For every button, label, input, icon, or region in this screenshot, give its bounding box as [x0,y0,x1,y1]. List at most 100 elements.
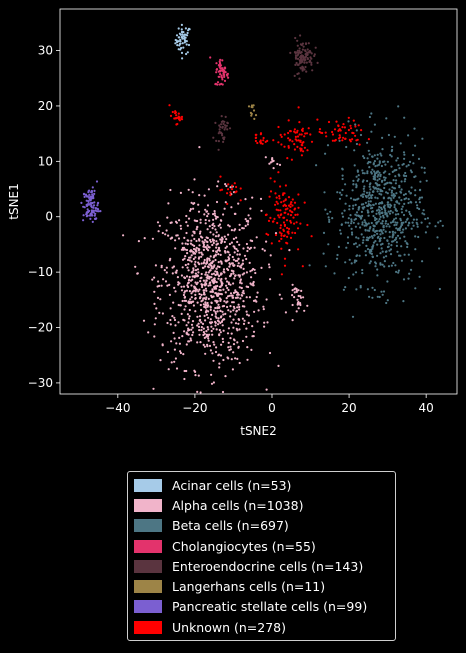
data-point [174,324,177,327]
data-point [299,302,302,305]
data-point [403,174,406,177]
data-point [227,76,230,79]
data-point [266,139,269,142]
data-point [194,260,197,263]
data-point [385,301,388,305]
data-point [212,213,215,216]
data-point [206,335,210,338]
data-point [177,303,180,307]
data-point [342,288,345,291]
data-point [362,187,365,190]
series-6-points [80,180,102,223]
data-point [366,223,369,226]
data-point [184,36,187,39]
data-point [189,209,192,212]
data-point [159,298,162,301]
data-point [382,197,385,200]
data-point [261,142,264,145]
data-point [300,51,303,54]
data-point [227,327,230,330]
data-point [223,79,227,82]
data-point [239,199,242,202]
data-point [200,308,203,312]
data-point [359,284,362,288]
data-point [398,174,401,177]
data-point [212,272,215,275]
data-point [300,133,303,136]
data-point [185,52,188,56]
data-point [188,308,191,312]
data-point [179,224,182,227]
data-point [175,271,178,274]
data-point [303,135,306,138]
data-point [309,133,312,136]
data-point [190,296,193,299]
data-point [406,243,409,246]
data-point [287,137,290,140]
data-point [283,133,286,136]
data-point [412,162,415,165]
data-point [308,264,311,267]
data-point [263,325,266,328]
data-point [307,42,310,45]
data-point [213,212,216,215]
data-point [364,194,367,198]
data-point [273,180,276,183]
data-point [293,201,297,204]
data-point [424,231,427,234]
data-point [207,328,210,331]
data-point [398,196,401,199]
data-point [306,53,309,57]
data-point [372,241,376,244]
data-point [374,178,377,181]
data-point [409,192,412,195]
data-point [410,214,413,217]
data-point [351,189,354,192]
legend-label: Cholangiocytes (n=55) [172,538,316,554]
data-point [229,275,232,278]
data-point [390,194,393,197]
data-point [186,284,189,287]
data-point [380,193,383,196]
data-point [229,194,232,197]
data-point [293,208,296,211]
data-point [398,237,402,240]
data-point [208,225,211,228]
data-point [153,335,156,338]
data-point [395,179,398,182]
data-point [218,223,222,226]
data-point [216,319,219,322]
data-point [386,181,389,184]
data-point [378,213,381,216]
data-point [183,299,186,302]
data-point [347,120,350,123]
data-point [212,381,215,384]
data-point [384,163,387,166]
data-point [218,366,221,369]
data-point [223,207,226,210]
data-point [318,130,321,133]
data-point [274,203,277,206]
data-point [407,134,410,137]
data-point [279,133,282,136]
data-point [265,298,268,301]
data-point [253,310,256,313]
data-point [245,296,248,299]
data-point [203,314,206,317]
data-point [225,301,228,304]
data-point [243,254,247,257]
data-point [247,314,250,317]
data-point [217,317,220,320]
data-point [286,207,289,210]
data-point [291,198,294,201]
data-point [199,391,202,394]
data-point [396,234,400,237]
data-point [262,305,265,308]
data-point [197,261,200,264]
data-point [316,61,319,64]
data-point [191,320,195,323]
data-point [272,139,275,142]
data-point [402,213,406,217]
data-point [369,260,372,263]
